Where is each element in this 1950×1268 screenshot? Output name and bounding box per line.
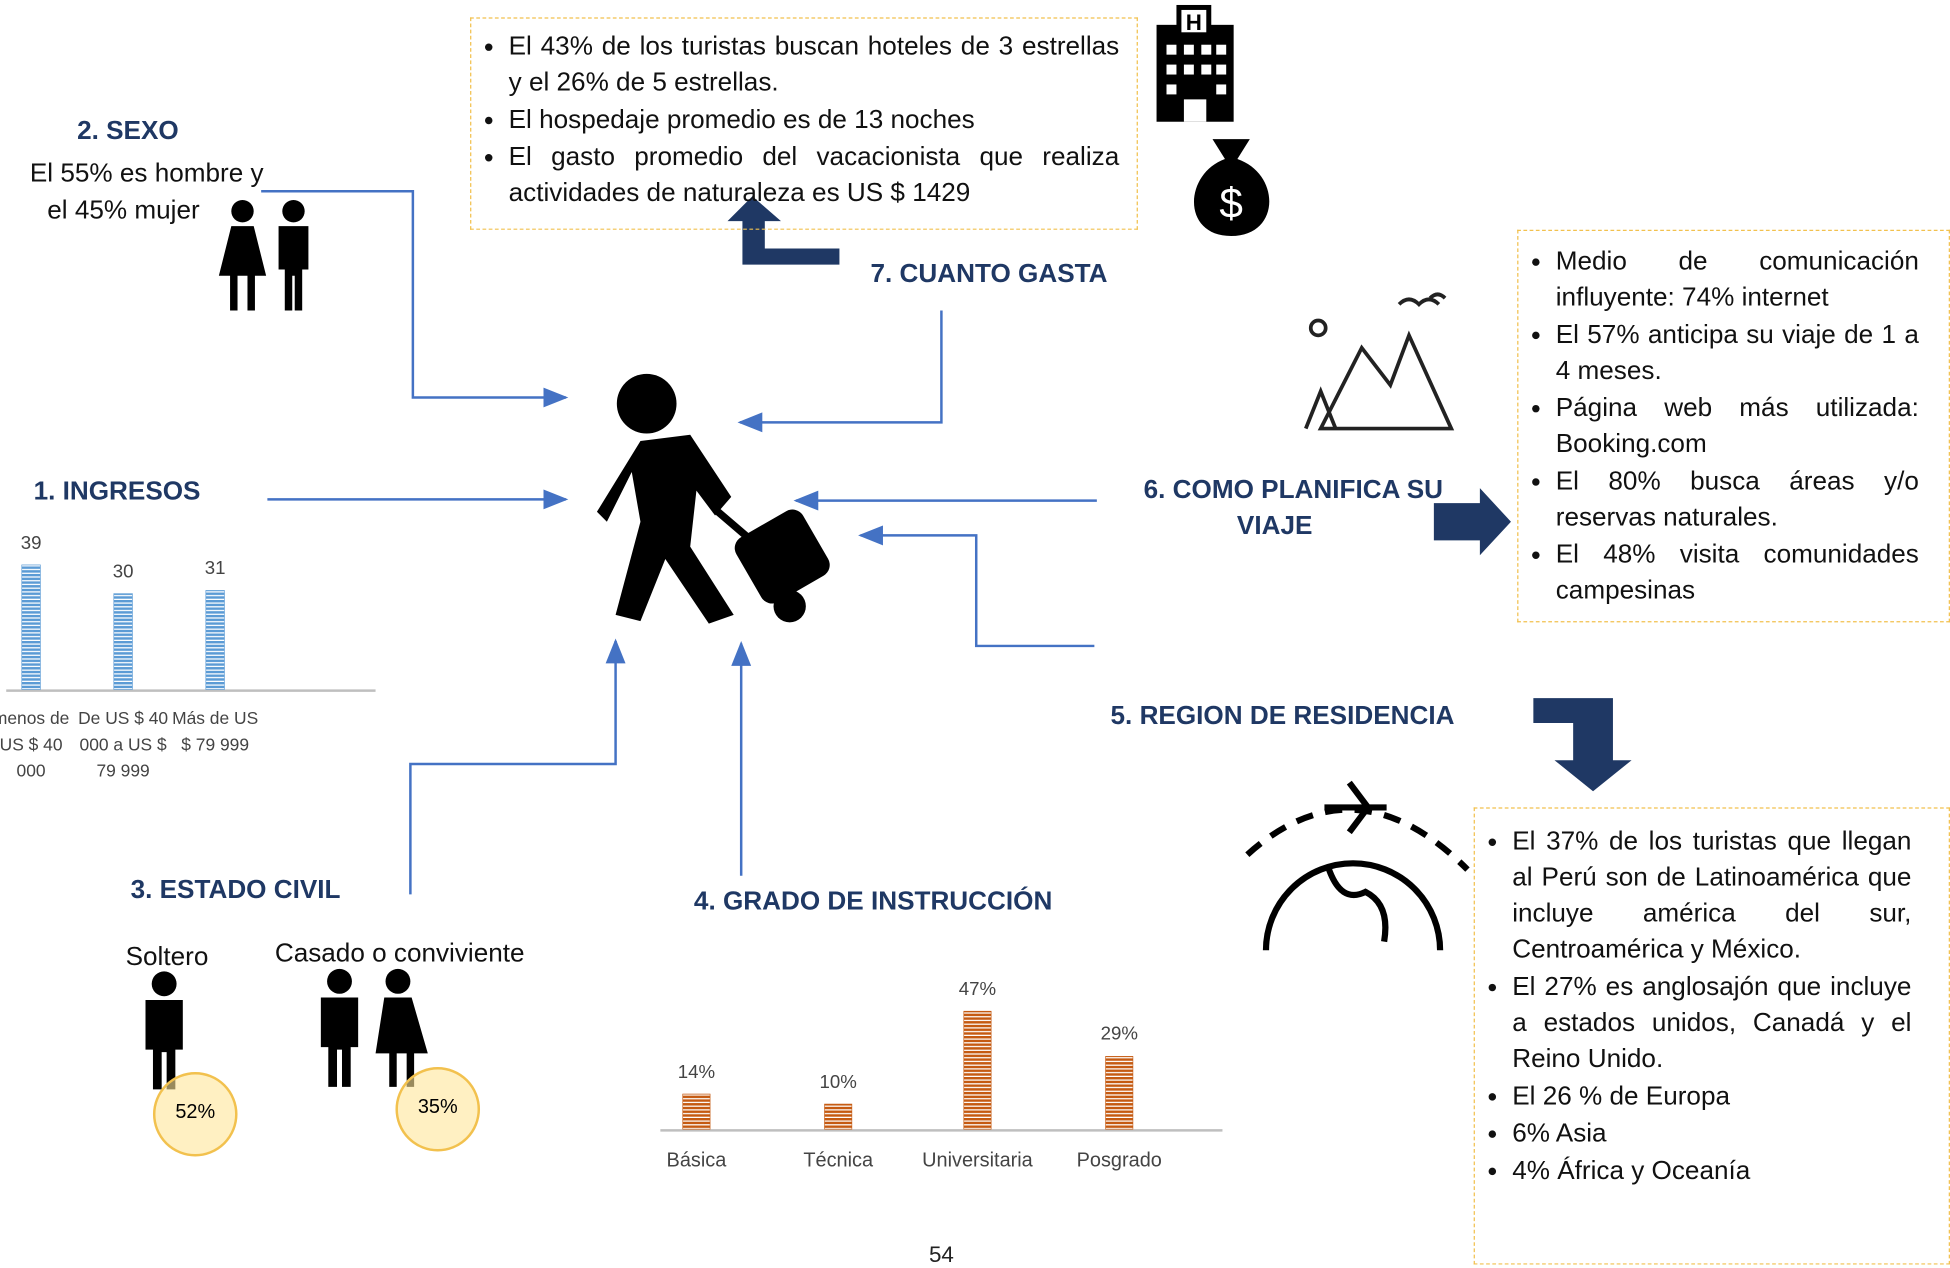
svg-text:H: H: [1186, 10, 1202, 35]
data-label: 10%: [801, 1072, 876, 1093]
bar: [206, 590, 225, 689]
section-title: 3. ESTADO CIVIL: [131, 876, 341, 906]
bullet: El hospedaje promedio es de 13 noches: [509, 102, 1120, 138]
planning-box: Medio de comunicación influyente: 74% in…: [1517, 230, 1950, 623]
marital-label: Soltero: [126, 943, 209, 973]
bar: [964, 1011, 991, 1129]
category-label: Universitaria: [909, 1148, 1046, 1174]
region-box: El 37% de los turistas que llegan al Per…: [1474, 807, 1950, 1264]
bar: [825, 1104, 852, 1129]
region-list: El 37% de los turistas que llegan al Per…: [1475, 824, 1912, 1189]
section-title: 7. CUANTO GASTA: [871, 260, 1108, 290]
bullet: Página web más utilizada: Booking.com: [1556, 390, 1919, 462]
bullet: Medio de comunicación influyente: 74% in…: [1556, 243, 1919, 315]
bar: [114, 594, 133, 690]
spending-list: El 43% de los turistas buscan hoteles de…: [471, 29, 1119, 212]
title-line: VIAJE: [1082, 508, 1468, 544]
svg-text:$: $: [1219, 179, 1243, 226]
text-line: el 45% mujer: [10, 193, 284, 230]
hotel-icon: H: [1157, 7, 1234, 121]
data-label: 31: [178, 558, 253, 579]
category-label: Más de US $ 79 999: [169, 706, 261, 758]
data-label: 39: [0, 533, 68, 554]
data-label: 29%: [1082, 1024, 1157, 1045]
page-number: 54: [917, 1242, 967, 1268]
bullet: El 27% es anglosajón que incluye a estad…: [1512, 969, 1911, 1077]
mountain-icon: [1306, 294, 1452, 428]
data-label: 14%: [659, 1062, 734, 1083]
bar: [1106, 1056, 1133, 1129]
data-label: 47%: [940, 979, 1015, 1000]
marital-percent: 35%: [397, 1097, 479, 1119]
page: H $ El 43% de los turistas buscan hotele…: [0, 0, 1950, 1267]
data-label: 30: [86, 561, 161, 582]
section-title: 1. INGRESOS: [34, 477, 201, 507]
bullet: El 43% de los turistas buscan hoteles de…: [509, 29, 1120, 101]
section-title: 5. REGION DE RESIDENCIA: [1111, 702, 1455, 732]
marital-percent: 52%: [154, 1102, 236, 1124]
section-title: 4. GRADO DE INSTRUCCIÓN: [694, 887, 1052, 917]
text-line: El 55% es hombre y: [10, 155, 284, 192]
bullet: 6% Asia: [1512, 1115, 1911, 1151]
bullet: 4% África y Oceanía: [1512, 1153, 1911, 1189]
marital-label: Casado o conviviente: [275, 939, 525, 969]
category-label: Posgrado: [1051, 1148, 1188, 1174]
title-line: 6. COMO PLANIFICA SU: [1119, 472, 1467, 508]
spending-box: El 43% de los turistas buscan hoteles de…: [470, 17, 1138, 229]
infographic: H $ El 43% de los turistas buscan hotele…: [0, 0, 1950, 1267]
category-label: menos de US $ 40 000: [0, 706, 77, 784]
bullet: El 37% de los turistas que llegan al Per…: [1512, 824, 1911, 968]
traveler-icon: [597, 374, 834, 624]
section-title: 2. SEXO: [77, 117, 179, 147]
bullet: El 57% anticipa su viaje de 1 a 4 meses.: [1556, 317, 1919, 389]
category-label: De US $ 40 000 a US $ 79 999: [77, 706, 169, 784]
bar: [22, 565, 41, 690]
planning-list: Medio de comunicación influyente: 74% in…: [1518, 243, 1918, 608]
category-label: Técnica: [770, 1148, 907, 1174]
bars: [22, 565, 1133, 1129]
bullet: El 48% visita comunidades campesinas: [1556, 537, 1919, 609]
bullet: El 80% busca áreas y/o reservas naturale…: [1556, 463, 1919, 535]
money-icon: $: [1194, 139, 1269, 236]
globe-icon: [1247, 783, 1467, 951]
bullet: El 26 % de Europa: [1512, 1078, 1911, 1114]
category-label: Básica: [628, 1148, 765, 1174]
bar: [683, 1094, 710, 1129]
bullet: El gasto promedio del vacacionista que r…: [509, 139, 1120, 211]
